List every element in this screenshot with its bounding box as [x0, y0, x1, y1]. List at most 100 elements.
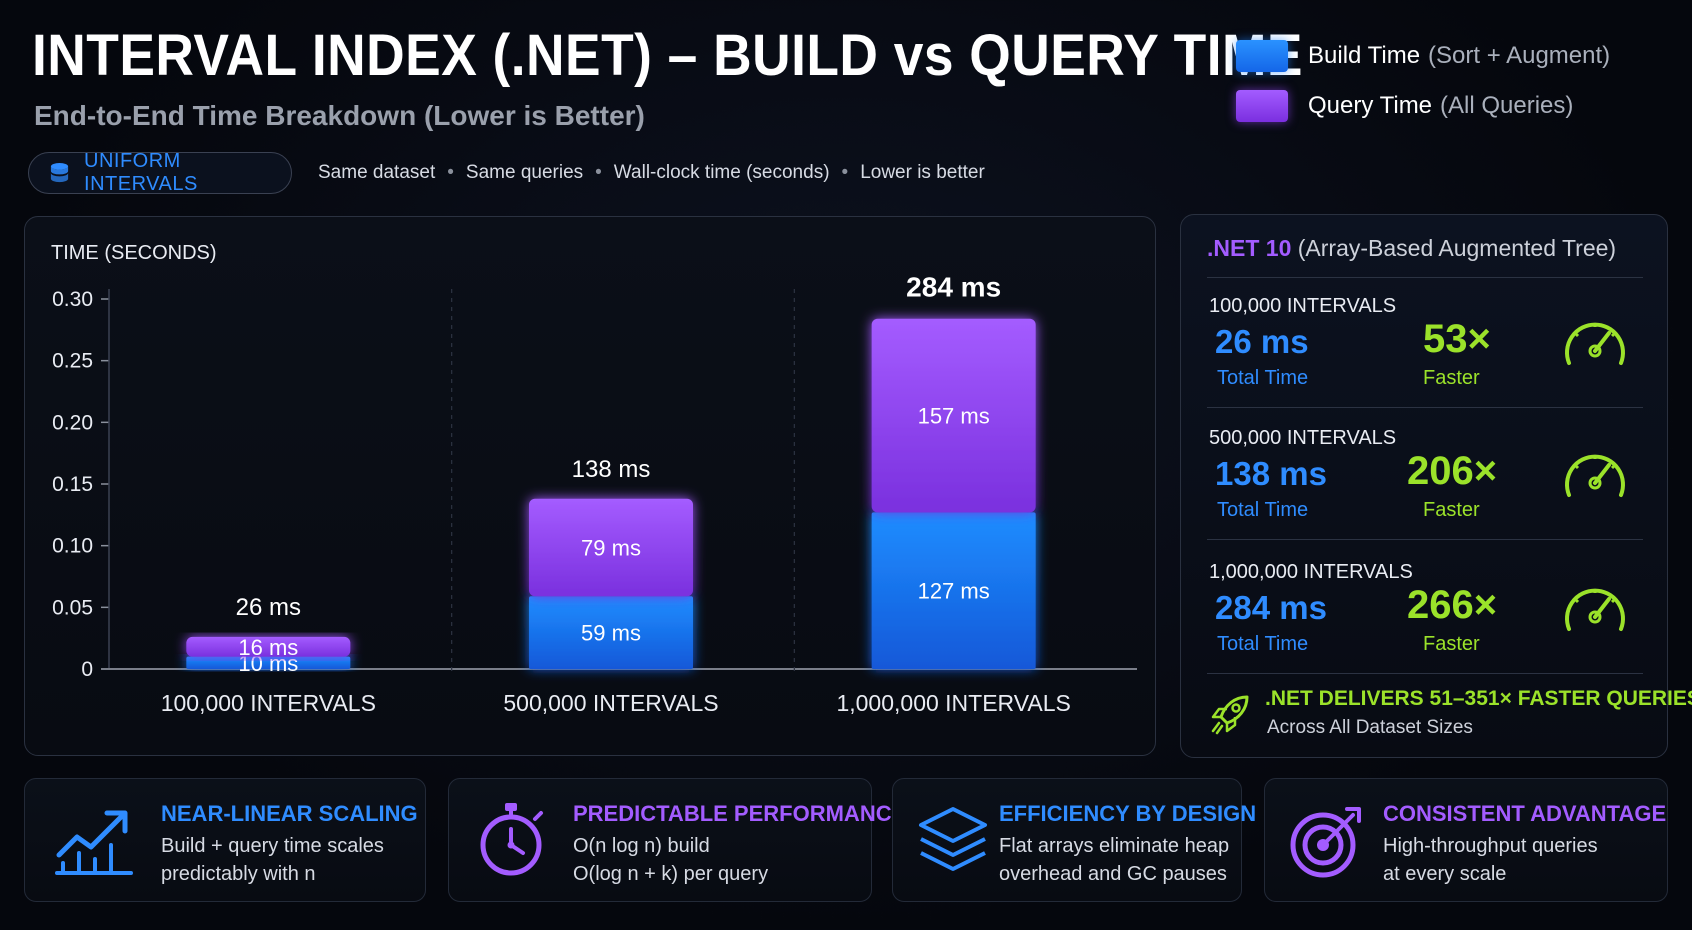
footer-headline: .NET DELIVERS 51–351× FASTER QUERIES — [1265, 687, 1692, 710]
bar-total-label: 284 ms — [906, 272, 1001, 303]
bar-build — [186, 656, 351, 669]
page-title: INTERVAL INDEX (.NET) – BUILD vs QUERY T… — [32, 23, 1303, 88]
rocket-icon — [1211, 695, 1249, 735]
feature-line: O(log n + k) per query — [573, 863, 769, 885]
stat-total-time: 26 ms — [1215, 323, 1309, 360]
side-heading-accent: .NET 10 — [1207, 235, 1292, 261]
stat-dataset-label: 1,000,000 INTERVALS — [1209, 561, 1413, 583]
bar-build — [529, 596, 693, 669]
feature-title: EFFICIENCY BY DESIGN — [999, 801, 1257, 826]
legend-label-build: Build Time — [1308, 42, 1421, 69]
note-separator: • — [447, 162, 454, 183]
feature-line: predictably with n — [161, 863, 316, 885]
x-tick-label: 500,000 INTERVALS — [503, 690, 718, 716]
legend-detail-build: (Sort + Augment) — [1428, 42, 1611, 69]
legend-item-query: Query Time (All Queries) — [1236, 84, 1610, 128]
stat-dataset-label: 500,000 INTERVALS — [1209, 427, 1397, 449]
feature-card-scaling: NEAR-LINEAR SCALING Build + query time s… — [24, 778, 426, 902]
stat-speedup: 206× — [1407, 449, 1498, 493]
legend: Build Time (Sort + Augment) Query Time (… — [1236, 34, 1610, 134]
data-label-build: 127 ms — [918, 579, 990, 604]
footer-subline: Across All Dataset Sizes — [1267, 717, 1473, 738]
stat-speedup-label: Faster — [1423, 633, 1480, 655]
stat-dataset-label: 100,000 INTERVALS — [1209, 295, 1397, 317]
bar-query — [186, 636, 351, 657]
feature-line: O(n log n) build — [573, 835, 710, 857]
feature-card-performance: PREDICTABLE PERFORMANCE O(n log n) build… — [448, 778, 906, 902]
stat-speedup-label: Faster — [1423, 367, 1480, 389]
feature-title: PREDICTABLE PERFORMANCE — [573, 801, 907, 826]
y-tick-label: 0.25 — [52, 350, 93, 373]
speedometer-icon — [1565, 454, 1625, 497]
x-tick-label: 100,000 INTERVALS — [161, 690, 376, 716]
bar-build — [871, 512, 1036, 669]
divider — [1207, 539, 1643, 540]
data-label-query: 79 ms — [581, 536, 641, 561]
stat-row: 500,000 INTERVALS 138 ms Total Time 206×… — [1181, 427, 1669, 547]
feature-line: Flat arrays eliminate heap — [999, 835, 1230, 857]
feature-card-advantage: CONSISTENT ADVANTAGE High-throughput que… — [1264, 778, 1668, 902]
side-heading-detail: (Array-Based Augmented Tree) — [1297, 235, 1617, 261]
chart-panel: TIME (SECONDS) 0 0.05 0.10 0.15 0.20 0.25 0.30 1… — [24, 216, 1156, 756]
trend-chart-icon — [55, 810, 133, 875]
dataset-pill-label: UNIFORM INTERVALS — [84, 150, 198, 195]
note-separator: • — [841, 162, 849, 183]
stat-speedup: 266× — [1407, 583, 1498, 627]
note-2: Same queries — [465, 162, 584, 183]
legend-swatch-query — [1236, 90, 1288, 122]
divider — [1207, 277, 1643, 278]
stat-total-time-label: Total Time — [1217, 367, 1309, 389]
database-icon — [50, 162, 69, 183]
divider — [1207, 673, 1643, 674]
bar-query — [529, 498, 693, 597]
layers-icon — [919, 807, 987, 871]
bar-total-label: 138 ms — [572, 456, 651, 483]
dataset-notes: Same dataset • Same queries • Wall-clock… — [318, 162, 985, 184]
dataset-pill: UNIFORM INTERVALS — [28, 150, 292, 195]
stat-total-time-label: Total Time — [1217, 499, 1309, 521]
stat-speedup-label: Faster — [1423, 499, 1480, 521]
divider — [1207, 407, 1643, 408]
data-label-build: 59 ms — [581, 621, 641, 646]
feature-card-efficiency: EFFICIENCY BY DESIGN Flat arrays elimina… — [892, 778, 1256, 902]
bar-total-label: 26 ms — [236, 594, 301, 621]
legend-item-build: Build Time (Sort + Augment) — [1236, 34, 1610, 78]
side-panel-heading: .NET 10 (Array-Based Augmented Tree) — [1207, 235, 1616, 262]
y-tick-label: 0 — [81, 658, 93, 681]
y-tick-label: 0.10 — [52, 535, 93, 558]
feature-line: Build + query time scales — [161, 835, 384, 857]
y-axis-label: TIME (SECONDS) — [51, 242, 217, 264]
side-footer: .NET DELIVERS 51–351× FASTER QUERIES Acr… — [1207, 685, 1692, 745]
feature-title: CONSISTENT ADVANTAGE — [1383, 801, 1667, 826]
legend-swatch-build — [1236, 40, 1288, 72]
y-tick-label: 0.05 — [52, 596, 93, 619]
stat-row: 100,000 INTERVALS 26 ms Total Time 53× F… — [1181, 295, 1669, 415]
y-tick-label: 0.15 — [52, 473, 93, 496]
note-1: Same dataset — [318, 162, 436, 183]
y-tick-label: 0.20 — [52, 411, 93, 434]
note-3: Wall-clock time (seconds) — [613, 162, 830, 183]
legend-label-query: Query Time — [1308, 92, 1433, 119]
legend-detail-query: (All Queries) — [1440, 92, 1574, 119]
x-tick-label: 1,000,000 INTERVALS — [836, 690, 1070, 716]
speedometer-icon — [1565, 588, 1625, 631]
stat-total-time-label: Total Time — [1217, 633, 1309, 655]
note-4: Lower is better — [860, 162, 985, 183]
data-label-query: 157 ms — [918, 404, 990, 429]
y-tick-label: 0.30 — [52, 288, 93, 311]
stat-total-time: 138 ms — [1215, 455, 1327, 492]
target-icon — [1290, 807, 1361, 878]
bar-query — [871, 318, 1036, 513]
feature-line: at every scale — [1383, 863, 1507, 885]
data-label-query: 16 ms — [238, 635, 298, 660]
stacked-bar-chart: TIME (SECONDS) 0 0.05 0.10 0.15 0.20 0.25 0.30 1… — [51, 242, 1137, 716]
speedometer-icon — [1565, 322, 1625, 365]
side-panel: .NET 10 (Array-Based Augmented Tree) 100… — [1180, 214, 1692, 758]
page-subtitle: End-to-End Time Breakdown (Lower is Bett… — [34, 100, 645, 131]
stopwatch-icon — [480, 803, 543, 876]
note-separator: • — [595, 162, 602, 183]
stat-row: 1,000,000 INTERVALS 284 ms Total Time 26… — [1181, 561, 1669, 681]
feature-title: NEAR-LINEAR SCALING — [161, 801, 418, 826]
stat-speedup: 53× — [1423, 317, 1491, 361]
feature-line: High-throughput queries — [1383, 835, 1598, 857]
